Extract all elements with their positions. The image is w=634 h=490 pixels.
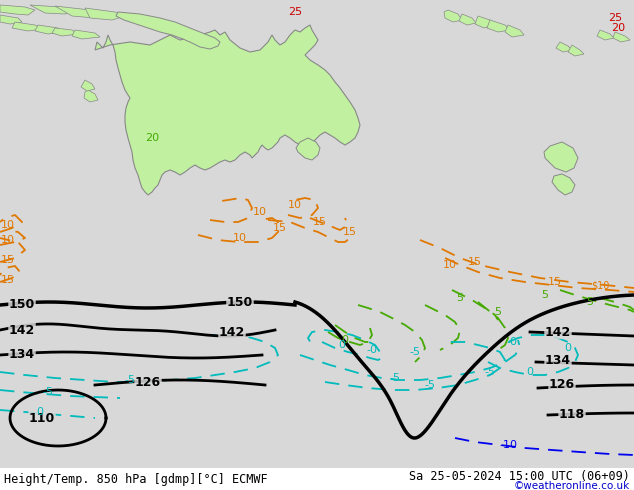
Text: -5: -5 <box>410 347 420 357</box>
Polygon shape <box>81 80 95 91</box>
Polygon shape <box>0 5 35 15</box>
Polygon shape <box>85 8 125 20</box>
Polygon shape <box>459 14 476 25</box>
Text: 0: 0 <box>564 343 571 353</box>
Text: 118: 118 <box>559 408 585 420</box>
Text: 10: 10 <box>253 207 267 217</box>
Polygon shape <box>72 30 100 39</box>
Text: 5: 5 <box>495 307 501 317</box>
Text: -0: -0 <box>507 337 517 347</box>
Text: 20: 20 <box>145 133 159 143</box>
Polygon shape <box>30 5 75 14</box>
Polygon shape <box>116 12 220 49</box>
Text: 126: 126 <box>549 378 575 392</box>
Bar <box>0 468 634 490</box>
Text: Sa 25-05-2024 15:00 UTC (06+09): Sa 25-05-2024 15:00 UTC (06+09) <box>409 469 630 483</box>
Text: 15: 15 <box>313 217 327 227</box>
Text: 10: 10 <box>233 233 247 243</box>
Text: 110: 110 <box>29 412 55 424</box>
Polygon shape <box>544 142 578 172</box>
Polygon shape <box>556 42 572 52</box>
Text: 0: 0 <box>37 407 44 417</box>
Text: 142: 142 <box>219 325 245 339</box>
Text: 15: 15 <box>1 275 15 285</box>
Polygon shape <box>84 90 98 102</box>
Text: 15: 15 <box>273 223 287 233</box>
Polygon shape <box>597 30 614 40</box>
Text: 5: 5 <box>586 297 593 307</box>
Text: 0: 0 <box>342 335 349 345</box>
Polygon shape <box>55 6 105 18</box>
Polygon shape <box>296 138 320 160</box>
Text: 10: 10 <box>1 235 15 245</box>
Text: 10: 10 <box>1 220 15 230</box>
Polygon shape <box>0 15 22 24</box>
Text: -5: -5 <box>484 367 496 377</box>
Text: 25: 25 <box>288 7 302 17</box>
Polygon shape <box>475 16 494 28</box>
Polygon shape <box>35 25 62 34</box>
Polygon shape <box>12 22 42 31</box>
Text: 5: 5 <box>456 293 463 303</box>
Text: 0: 0 <box>339 340 346 350</box>
Text: 20: 20 <box>611 23 625 33</box>
Polygon shape <box>52 28 78 36</box>
Text: 25: 25 <box>608 13 622 23</box>
Text: 15: 15 <box>548 277 562 287</box>
Polygon shape <box>505 25 524 37</box>
Text: 134: 134 <box>9 348 35 362</box>
Text: 5: 5 <box>541 290 548 300</box>
Text: 10: 10 <box>288 200 302 210</box>
Text: -0: -0 <box>366 345 377 355</box>
Text: ©weatheronline.co.uk: ©weatheronline.co.uk <box>514 481 630 490</box>
Text: -5: -5 <box>124 375 136 385</box>
Text: 142: 142 <box>545 325 571 339</box>
Text: 142: 142 <box>9 323 35 337</box>
Text: 150: 150 <box>227 295 253 309</box>
Text: Height/Temp. 850 hPa [gdmp][°C] ECMWF: Height/Temp. 850 hPa [gdmp][°C] ECMWF <box>4 472 268 486</box>
Text: -5: -5 <box>42 387 53 397</box>
Polygon shape <box>95 25 360 195</box>
Text: 10: 10 <box>443 260 457 270</box>
Text: 15: 15 <box>468 257 482 267</box>
Text: 15: 15 <box>1 255 15 265</box>
Polygon shape <box>568 45 584 56</box>
Polygon shape <box>444 10 462 22</box>
Text: -5: -5 <box>425 380 436 390</box>
Text: -5: -5 <box>389 373 401 383</box>
Text: 134: 134 <box>545 353 571 367</box>
Polygon shape <box>613 32 630 42</box>
Text: $10: $10 <box>591 280 609 290</box>
Text: 0: 0 <box>526 367 533 377</box>
Text: 126: 126 <box>135 375 161 389</box>
Text: 15: 15 <box>343 227 357 237</box>
Polygon shape <box>487 20 510 32</box>
Text: 150: 150 <box>9 298 35 312</box>
Polygon shape <box>552 174 575 195</box>
Text: -10: -10 <box>499 440 517 450</box>
